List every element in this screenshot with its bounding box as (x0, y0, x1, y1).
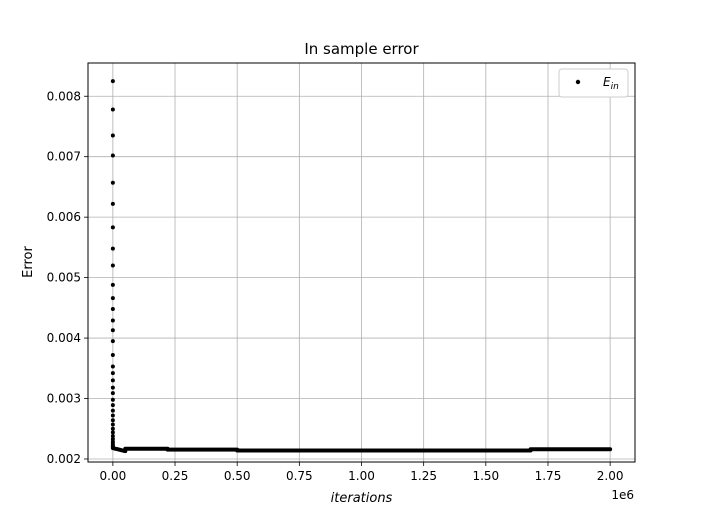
data-point (110, 403, 115, 408)
data-point (110, 328, 115, 333)
grid (88, 63, 635, 462)
y-axis-label: Error (21, 246, 36, 278)
x-tick-label: 0.25 (162, 469, 189, 483)
x-tick-label: 1.50 (472, 469, 499, 483)
y-tick-label: 0.006 (47, 210, 81, 224)
data-point (110, 413, 115, 418)
chart-title: In sample error (304, 40, 419, 58)
data-point (110, 397, 115, 402)
data-point (110, 408, 115, 413)
x-axis-offset-label: 1e6 (611, 488, 634, 502)
data-point (110, 225, 115, 230)
data-point (110, 296, 115, 301)
y-tick-label: 0.004 (47, 331, 81, 345)
legend-label-main: E (603, 75, 611, 89)
data-point (110, 371, 115, 376)
y-tick-label: 0.002 (47, 452, 81, 466)
data-point (110, 434, 115, 439)
x-tick-label: 0.00 (100, 469, 127, 483)
legend-box (558, 68, 629, 98)
x-axis-label: iterations (331, 491, 393, 506)
data-point (110, 133, 115, 138)
data-points (110, 79, 613, 454)
data-point (110, 385, 115, 390)
data-point (110, 339, 115, 344)
data-point (110, 318, 115, 323)
legend-label: Ein (603, 75, 619, 92)
legend-marker (575, 79, 581, 85)
data-point (110, 391, 115, 396)
legend: Ein (558, 68, 629, 98)
x-tick-label: 1.00 (348, 469, 375, 483)
data-point (110, 107, 115, 112)
y-tick-label: 0.008 (47, 89, 81, 103)
data-point (110, 430, 115, 435)
data-point (110, 418, 115, 423)
x-tick-label: 2.00 (597, 469, 624, 483)
x-axis-ticks: 0.00 0.25 0.50 0.75 1.00 1.25 1.50 1.75 2.00 (100, 462, 624, 483)
data-point (110, 153, 115, 158)
x-tick-label: 1.75 (535, 469, 562, 483)
data-point (110, 246, 115, 251)
data-point (110, 79, 115, 84)
data-point (110, 201, 115, 206)
y-tick-label: 0.005 (47, 271, 81, 285)
x-tick-label: 0.50 (224, 469, 251, 483)
y-tick-label: 0.007 (47, 150, 81, 164)
data-point (608, 447, 613, 452)
data-point (110, 364, 115, 369)
data-point (110, 307, 115, 312)
data-point (110, 378, 115, 383)
data-point (110, 422, 115, 427)
y-tick-label: 0.003 (47, 392, 81, 406)
data-point (110, 180, 115, 185)
data-point (110, 426, 115, 431)
x-tick-label: 0.75 (286, 469, 313, 483)
data-point (110, 352, 115, 357)
data-point (110, 282, 115, 287)
data-point (110, 263, 115, 268)
y-axis-ticks: 0.002 0.003 0.004 0.005 0.006 0.007 0.008 (47, 89, 88, 466)
legend-label-sub: in (611, 82, 620, 92)
x-tick-label: 1.25 (410, 469, 437, 483)
